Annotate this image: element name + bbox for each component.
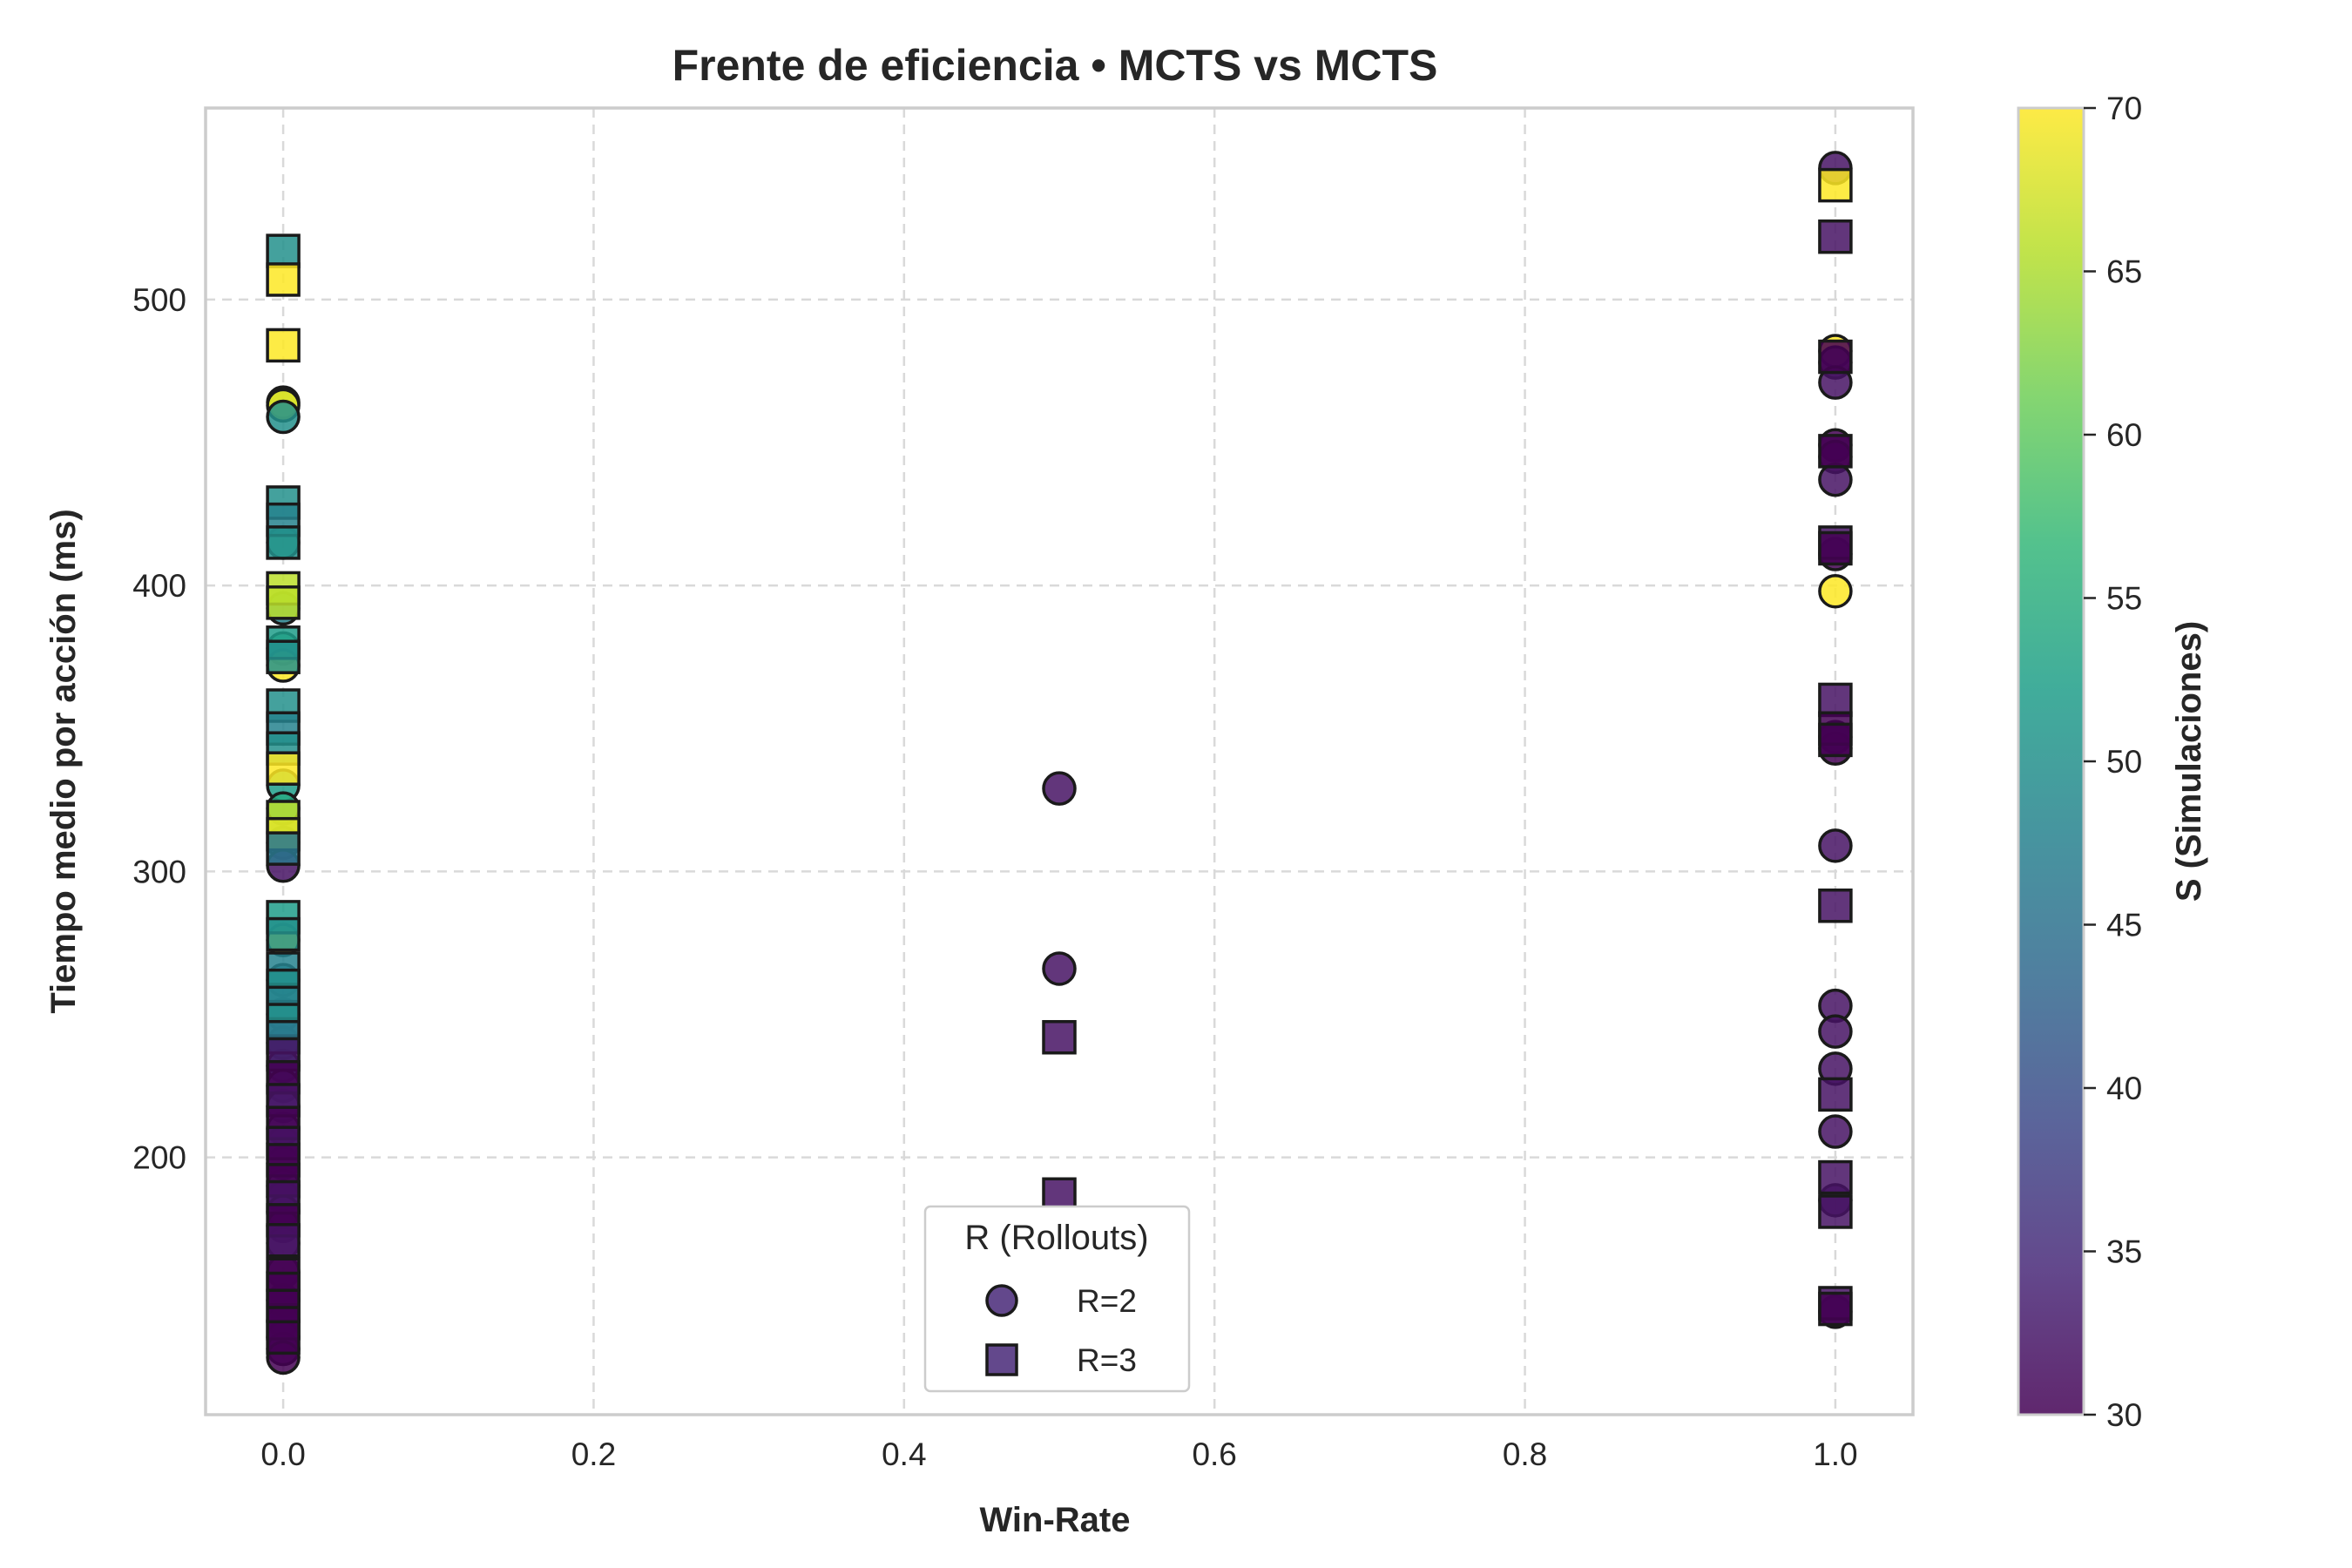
data-point-square — [1818, 889, 1853, 923]
data-point-square — [1818, 682, 1853, 718]
y-tick-label: 200 — [132, 1140, 186, 1176]
colorbar-tick-label: 45 — [2106, 908, 2142, 943]
data-point-square — [1818, 339, 1853, 375]
data-point-circle — [1042, 951, 1077, 986]
data-point-square — [266, 525, 301, 560]
data-point-square — [1818, 1194, 1853, 1229]
data-point-square — [1818, 167, 1853, 203]
data-point-square — [266, 1320, 301, 1355]
x-tick-label: 0.8 — [1503, 1436, 1547, 1472]
data-point-square — [1818, 722, 1853, 758]
data-point-circle — [1818, 828, 1853, 863]
colorbar-tick-label: 60 — [2106, 417, 2142, 453]
x-axis-label: Win-Rate — [980, 1501, 1131, 1539]
data-point-square — [1042, 1177, 1077, 1213]
legend-label-r2: R=2 — [1077, 1283, 1137, 1319]
data-point-circle — [1818, 462, 1853, 497]
data-point-square — [1818, 434, 1853, 469]
legend-marker-square — [985, 1343, 1018, 1376]
data-point-square — [1818, 1291, 1853, 1327]
data-point-square — [266, 585, 301, 620]
data-point-square — [266, 751, 301, 786]
data-point-square — [1042, 1019, 1077, 1055]
data-point-square — [266, 233, 301, 268]
y-axis-label: Tiempo medio por acción (ms) — [44, 509, 83, 1013]
colorbar-tick-label: 35 — [2106, 1234, 2142, 1270]
data-point-square — [1818, 1159, 1853, 1195]
data-point-square — [266, 262, 301, 297]
colorbar-label: S (Simulaciones) — [2170, 621, 2208, 902]
data-point-circle — [266, 399, 301, 435]
x-tick-label: 1.0 — [1813, 1436, 1857, 1472]
x-axis-ticks: 0.0 0.2 0.4 0.6 0.8 1.0 — [260, 1436, 1857, 1472]
data-point-circle — [1042, 771, 1077, 806]
colorbar-tick-label: 30 — [2106, 1397, 2142, 1433]
x-tick-label: 0.2 — [571, 1436, 616, 1472]
data-point-square — [266, 916, 301, 952]
x-tick-label: 0.6 — [1192, 1436, 1236, 1472]
y-tick-label: 300 — [132, 854, 186, 889]
data-point-circle — [1818, 573, 1853, 609]
legend-title: R (Rollouts) — [964, 1219, 1148, 1257]
colorbar-ticks: 30 35 40 45 50 55 60 65 70 — [2084, 91, 2142, 1433]
legend-marker-circle — [985, 1284, 1018, 1317]
plot-frame — [204, 106, 1915, 1416]
legend-label-r3: R=3 — [1077, 1342, 1137, 1378]
data-point-square — [1818, 1077, 1853, 1112]
data-point-square — [266, 639, 301, 674]
data-point-square — [1818, 219, 1853, 254]
data-point-circle — [1818, 1014, 1853, 1049]
data-point-square — [266, 831, 301, 866]
data-point-square — [1818, 531, 1853, 566]
colorbar-tick-label: 70 — [2106, 91, 2142, 126]
grid-lines — [206, 108, 1913, 1415]
legend: R (Rollouts) R=2 R=3 — [923, 1205, 1191, 1393]
colorbar — [2017, 106, 2085, 1416]
colorbar-tick-label: 40 — [2106, 1071, 2142, 1106]
data-point-square — [266, 328, 301, 363]
chart-title: Frente de eficiencia • MCTS vs MCTS — [672, 41, 1438, 90]
data-point-circle — [1818, 1114, 1853, 1149]
data-point-square — [266, 1223, 301, 1258]
y-tick-label: 400 — [132, 568, 186, 604]
x-tick-label: 0.4 — [882, 1436, 926, 1472]
colorbar-tick-label: 55 — [2106, 581, 2142, 617]
y-tick-label: 500 — [132, 282, 186, 318]
y-axis-ticks: 200 300 400 500 — [132, 282, 186, 1176]
data-points — [266, 151, 1853, 1375]
colorbar-tick-label: 50 — [2106, 744, 2142, 780]
colorbar-tick-label: 65 — [2106, 254, 2142, 290]
x-tick-label: 0.0 — [260, 1436, 305, 1472]
